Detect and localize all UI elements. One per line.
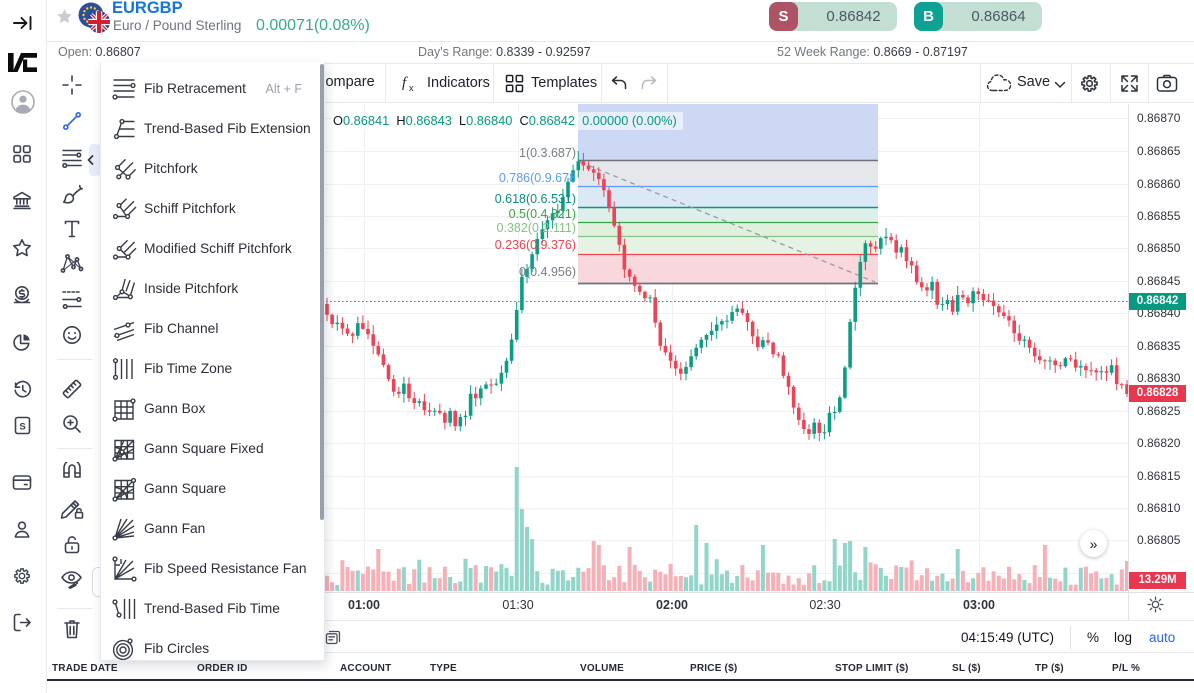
svg-text:x: x [409,83,414,93]
svg-text:S: S [19,422,25,433]
svg-text:f: f [402,75,408,91]
